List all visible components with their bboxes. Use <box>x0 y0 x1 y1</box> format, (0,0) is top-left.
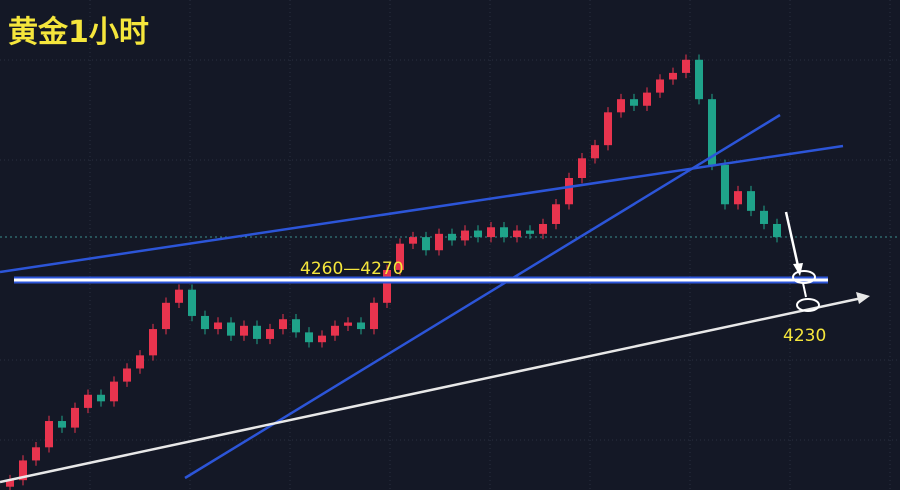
candle-body <box>448 233 456 241</box>
candle-body <box>604 112 612 146</box>
candle-body <box>760 210 768 224</box>
candle-body <box>578 158 586 179</box>
candle-body <box>669 72 677 80</box>
candle-body <box>292 319 300 333</box>
candle-body <box>682 59 690 73</box>
trend-line <box>0 144 844 274</box>
candle-body <box>435 233 443 251</box>
candle-body <box>253 325 261 339</box>
candle-body <box>214 322 222 330</box>
candle-body <box>617 99 625 113</box>
candle-body <box>227 322 235 336</box>
candle-body <box>201 315 209 330</box>
candle-body <box>487 227 495 238</box>
candle-body <box>6 480 14 487</box>
candle-body <box>539 223 547 234</box>
candle-body <box>630 99 638 106</box>
candle-body <box>58 421 66 428</box>
candle-body <box>383 269 391 303</box>
trend-line <box>184 113 781 480</box>
candle-body <box>175 289 183 303</box>
candle-body <box>513 230 521 238</box>
candle-body <box>279 319 287 330</box>
arrow <box>802 282 807 298</box>
candle-body <box>318 335 326 343</box>
candle-body <box>656 79 664 93</box>
candles <box>6 54 781 490</box>
candle-body <box>110 381 118 402</box>
candle-body <box>84 394 92 408</box>
candle-body <box>422 237 430 251</box>
candle-body <box>409 237 417 244</box>
candle-body <box>123 368 131 382</box>
candle-body <box>188 289 196 316</box>
annotation: 4230 <box>783 326 826 346</box>
arrow <box>784 211 800 267</box>
candle-body <box>461 230 469 241</box>
candle-body <box>526 230 534 234</box>
candle-body <box>500 227 508 238</box>
candle-body <box>331 325 339 336</box>
candle-body <box>240 325 248 336</box>
candle-body <box>162 302 170 330</box>
candle-body <box>97 394 105 402</box>
trend-line <box>0 296 863 484</box>
arrow-head <box>793 263 803 276</box>
candle-body <box>344 322 352 326</box>
candle-body <box>552 204 560 224</box>
candle-body <box>695 59 703 100</box>
candle-body <box>747 191 755 211</box>
candle-body <box>370 302 378 330</box>
candle-body <box>643 92 651 106</box>
candle-body <box>474 230 482 238</box>
chart-title: 黄金1小时 <box>8 15 149 50</box>
candle-body <box>305 332 313 343</box>
candle-body <box>32 447 40 461</box>
candle-body <box>591 145 599 159</box>
arrow-head <box>856 292 870 304</box>
annotation: 4260—4270 <box>300 259 404 279</box>
candle-body <box>136 355 144 369</box>
candle-body <box>773 223 781 238</box>
candle-body <box>734 191 742 205</box>
candle-body <box>19 460 27 481</box>
candle-body <box>266 329 274 339</box>
candle-body <box>565 178 573 205</box>
candle-body <box>396 243 404 270</box>
candle-body <box>71 407 79 428</box>
candle-body <box>721 164 729 205</box>
target-ellipse <box>796 298 820 312</box>
candle-body <box>45 421 53 448</box>
candle-body <box>357 322 365 330</box>
candle-body <box>708 99 716 165</box>
candle-body <box>149 329 157 356</box>
